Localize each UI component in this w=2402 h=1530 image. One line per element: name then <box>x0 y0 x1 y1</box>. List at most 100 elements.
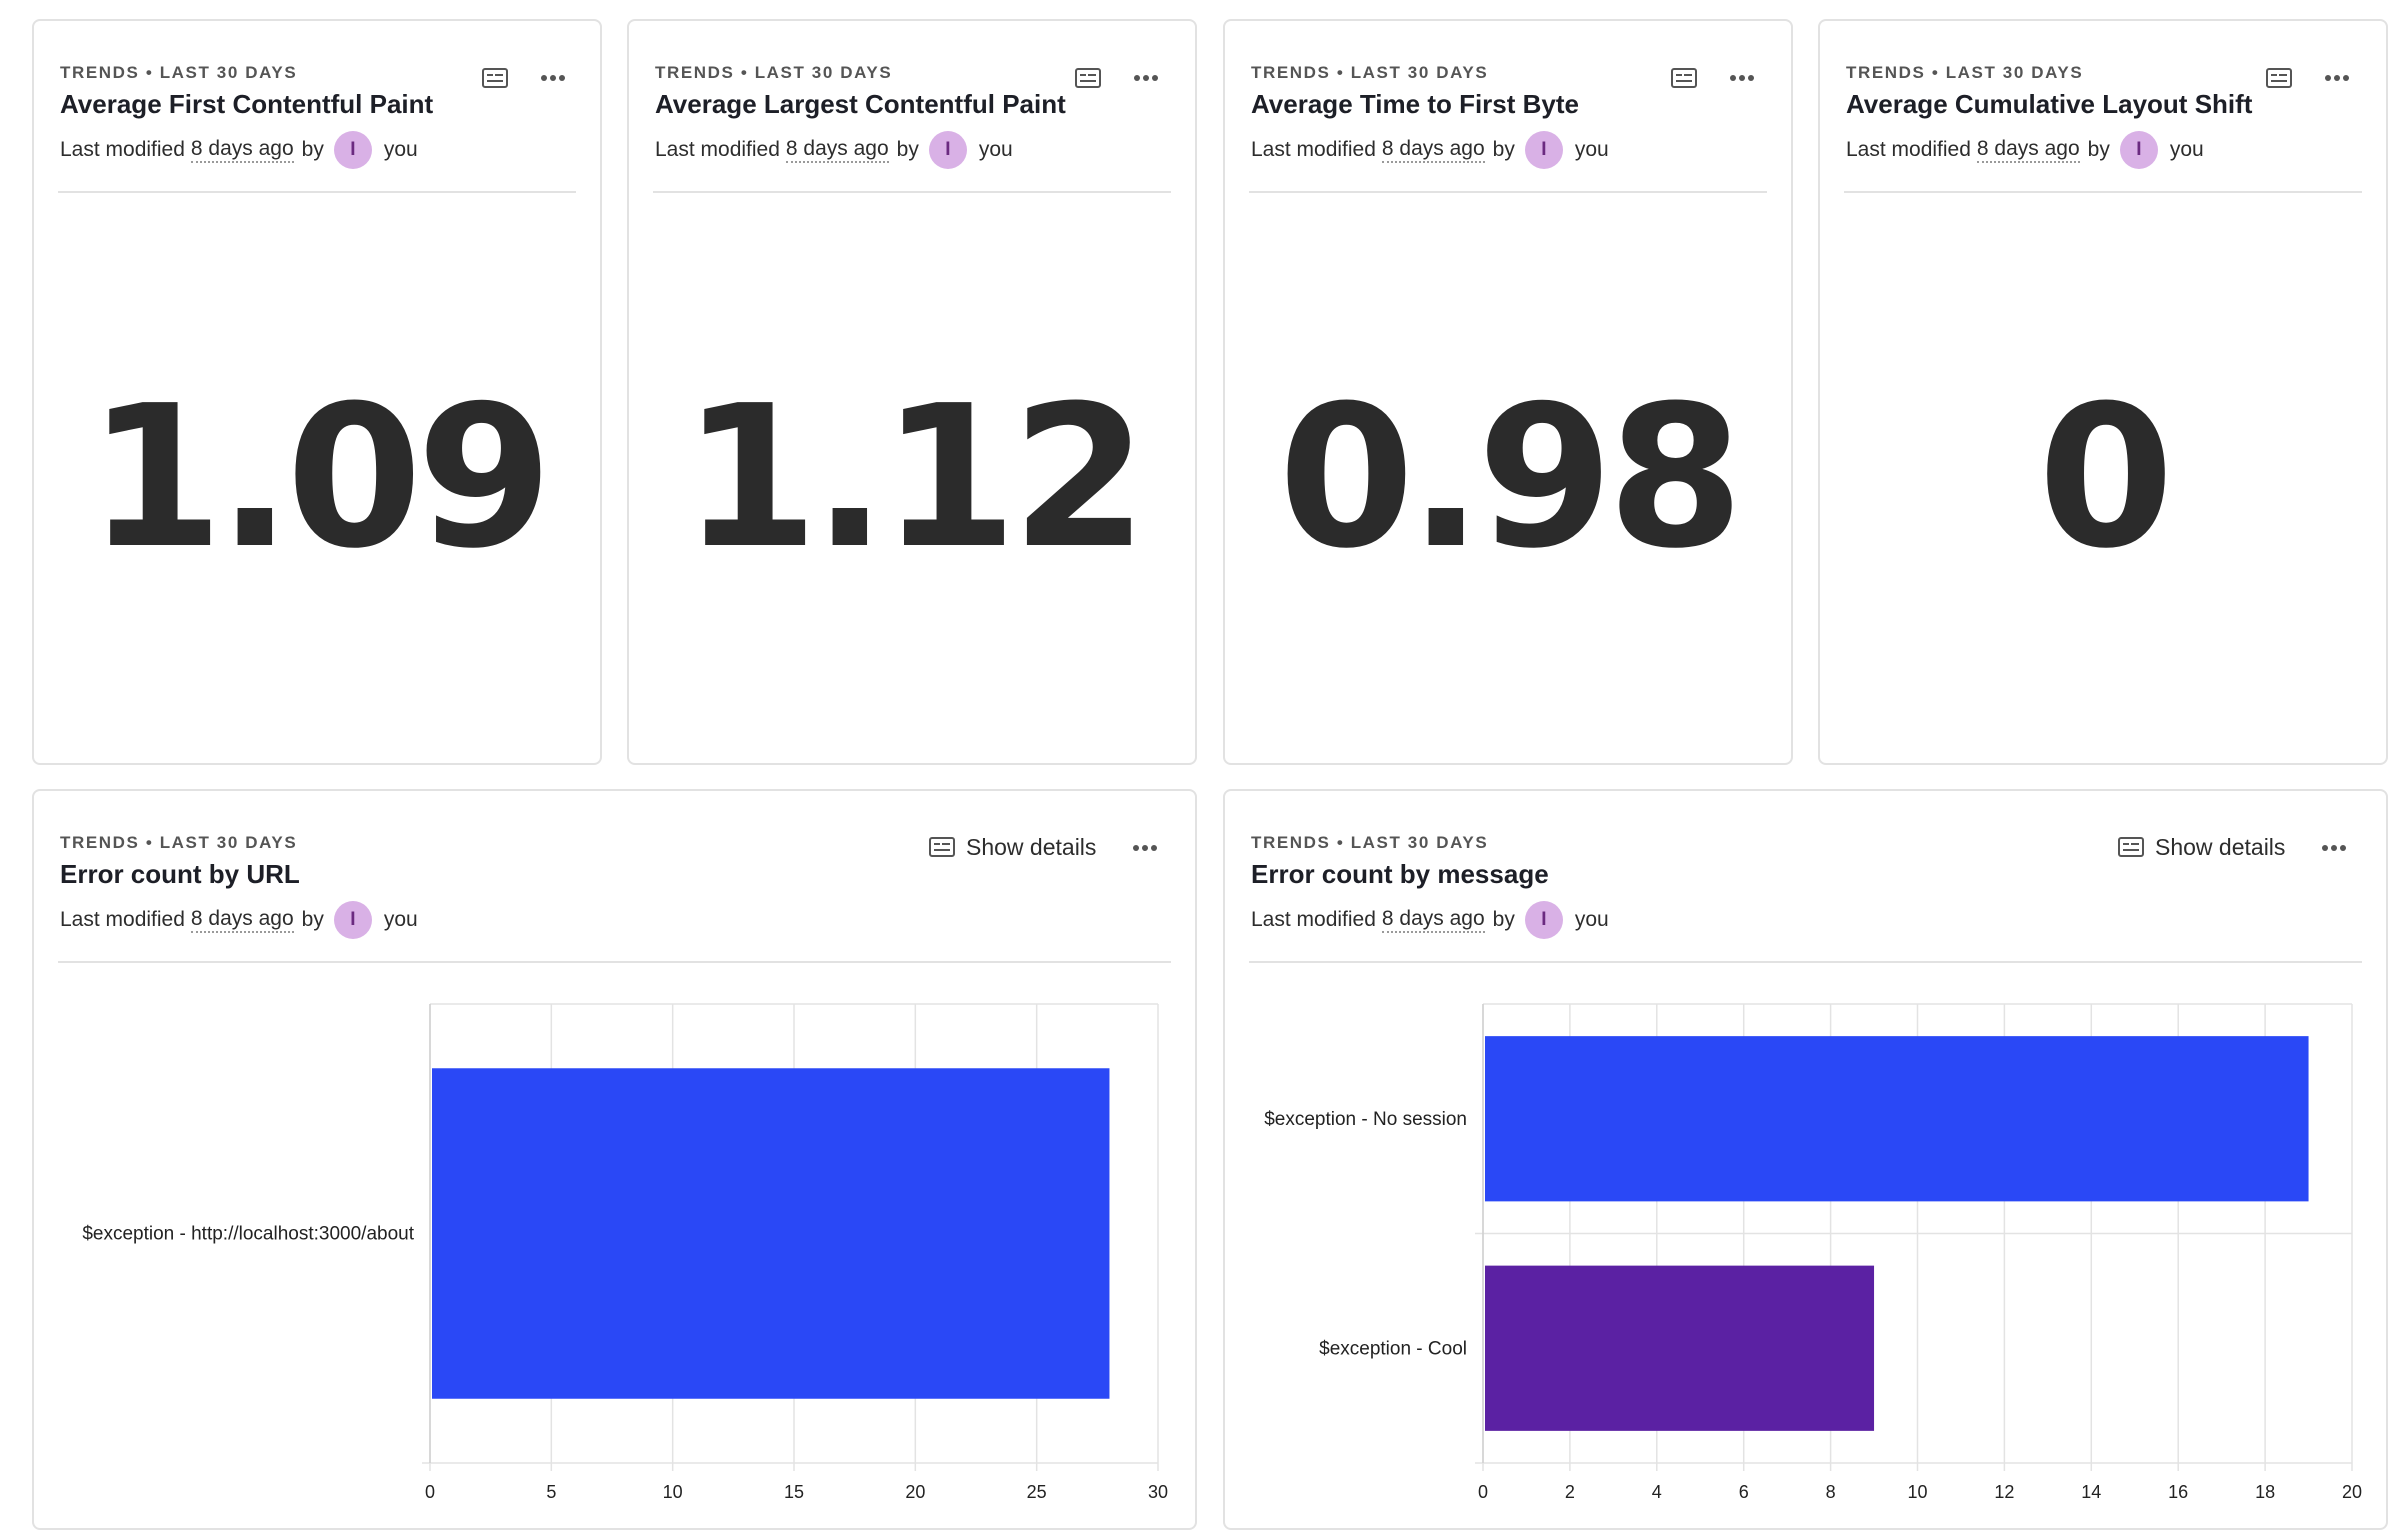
more-icon[interactable] <box>2320 63 2354 93</box>
card-eyebrow: TRENDS • LAST 30 DAYS <box>60 833 298 852</box>
x-tick-label: 0 <box>425 1482 435 1502</box>
bar <box>1485 1036 2309 1202</box>
x-tick-label: 5 <box>546 1482 556 1502</box>
avatar: I <box>333 131 372 169</box>
card-title[interactable]: Average Time to First Byte <box>1251 89 1579 119</box>
x-tick-label: 8 <box>1826 1482 1836 1502</box>
bar-chart: 0 5 10 15 20 25 30 $exception - http://localhos… <box>82 1003 1168 1502</box>
header-divider <box>58 191 576 193</box>
x-tick-label: 20 <box>905 1482 925 1502</box>
meta-ago[interactable]: 8 days ago <box>1381 137 1485 163</box>
card-header: TRENDS • LAST 30 DAYS Average First Cont… <box>34 21 600 193</box>
big-number-value: 1.09 <box>87 364 553 592</box>
card-header: TRENDS • LAST 30 DAYS Show details Error… <box>34 791 1195 963</box>
meta-by: by <box>896 138 919 161</box>
x-tick-label: 25 <box>1027 1482 1047 1502</box>
more-icon[interactable] <box>536 63 570 93</box>
bar-chart-container: 0 2 4 6 8 10 12 14 16 18 20 $exception - No session… <box>1225 963 2386 1528</box>
big-number-value: 0.98 <box>1278 364 1744 592</box>
big-number-value: 0 <box>2037 364 2174 592</box>
meta-ago[interactable]: 8 days ago <box>190 907 294 933</box>
x-tick-label: 30 <box>1148 1482 1168 1502</box>
card-header: TRENDS • LAST 30 DAYS Average Time to Fi… <box>1225 21 1791 193</box>
details-icon <box>2118 837 2144 857</box>
x-tick-label: 6 <box>1739 1482 1749 1502</box>
bar <box>1485 1265 1875 1431</box>
meta-ago[interactable]: 8 days ago <box>785 137 889 163</box>
card-title[interactable]: Average First Contentful Paint <box>60 89 434 119</box>
x-tick-label: 10 <box>1907 1482 1927 1502</box>
details-icon[interactable] <box>1667 63 1701 93</box>
avatar: I <box>333 901 372 939</box>
meta-prefix: Last modified <box>1846 138 1971 161</box>
trend-card-error-by-message: TRENDS • LAST 30 DAYS Show details Error… <box>1223 789 2388 1530</box>
show-details-button[interactable]: Show details <box>928 829 1096 865</box>
more-icon[interactable] <box>1128 833 1162 863</box>
more-icon[interactable] <box>1725 63 1759 93</box>
meta-by: by <box>301 908 324 931</box>
trend-card-error-by-url: TRENDS • LAST 30 DAYS Show details Error… <box>32 789 1197 1530</box>
details-icon[interactable] <box>1071 63 1105 93</box>
card-header: TRENDS • LAST 30 DAYS Average Cumulative… <box>1820 21 2386 193</box>
meta-user: you <box>1574 908 1609 931</box>
header-divider <box>1844 191 2362 193</box>
avatar: I <box>1524 901 1563 939</box>
meta-ago[interactable]: 8 days ago <box>1381 907 1485 933</box>
meta-by: by <box>301 138 324 161</box>
card-eyebrow: TRENDS • LAST 30 DAYS <box>1251 63 1489 82</box>
meta-ago[interactable]: 8 days ago <box>190 137 294 163</box>
meta-user: you <box>383 138 418 161</box>
meta-prefix: Last modified <box>1251 908 1376 931</box>
show-details-label: Show details <box>2155 833 2286 860</box>
trend-card-lcp: TRENDS • LAST 30 DAYS Average Largest Co… <box>627 19 1197 765</box>
meta-by: by <box>1492 908 1515 931</box>
x-tick-label: 12 <box>1994 1482 2014 1502</box>
trend-card-fcp: TRENDS • LAST 30 DAYS Average First Cont… <box>32 19 602 765</box>
card-meta: Last modified 8 days ago by I you <box>60 130 418 170</box>
meta-user: you <box>1574 138 1609 161</box>
card-eyebrow: TRENDS • LAST 30 DAYS <box>1846 63 2084 82</box>
show-details-label: Show details <box>966 833 1097 860</box>
x-tick-label: 16 <box>2168 1482 2188 1502</box>
trend-card-ttfb: TRENDS • LAST 30 DAYS Average Time to Fi… <box>1223 19 1793 765</box>
avatar: I <box>1524 131 1563 169</box>
x-tick-label: 20 <box>2342 1482 2362 1502</box>
trend-card-cls: TRENDS • LAST 30 DAYS Average Cumulative… <box>1818 19 2388 765</box>
card-title[interactable]: Error count by message <box>1251 859 1549 889</box>
x-tick-label: 4 <box>1652 1482 1662 1502</box>
more-icon[interactable] <box>1129 63 1163 93</box>
big-number-value: 1.12 <box>682 364 1148 592</box>
meta-prefix: Last modified <box>60 908 185 931</box>
header-divider <box>1249 961 2362 963</box>
avatar: I <box>928 131 967 169</box>
card-meta: Last modified 8 days ago by I you <box>1846 130 2204 170</box>
more-icon[interactable] <box>2317 833 2351 863</box>
details-icon[interactable] <box>478 63 512 93</box>
card-title[interactable]: Average Largest Contentful Paint <box>655 89 1066 119</box>
meta-by: by <box>1492 138 1515 161</box>
category-label: $exception - No session <box>1264 1109 1467 1130</box>
avatar: I <box>2119 131 2158 169</box>
bar-chart: 0 2 4 6 8 10 12 14 16 18 20 $exception - No session… <box>1264 1003 2362 1502</box>
meta-user: you <box>2169 138 2204 161</box>
meta-prefix: Last modified <box>60 138 185 161</box>
card-meta: Last modified 8 days ago by I you <box>655 130 1013 170</box>
card-meta: Last modified 8 days ago by I you <box>60 900 418 940</box>
x-tick-label: 14 <box>2081 1482 2101 1502</box>
meta-user: you <box>383 908 418 931</box>
details-icon[interactable] <box>2262 63 2296 93</box>
x-tick-label: 2 <box>1565 1482 1575 1502</box>
details-icon <box>929 837 955 857</box>
card-meta: Last modified 8 days ago by I you <box>1251 130 1609 170</box>
card-eyebrow: TRENDS • LAST 30 DAYS <box>655 63 893 82</box>
category-label: $exception - Cool <box>1319 1338 1467 1359</box>
card-meta: Last modified 8 days ago by I you <box>1251 900 1609 940</box>
show-details-button[interactable]: Show details <box>2117 829 2285 865</box>
header-divider <box>58 961 1171 963</box>
bar-chart-container: 0 5 10 15 20 25 30 $exception - http://localhos… <box>34 963 1195 1528</box>
meta-ago[interactable]: 8 days ago <box>1976 137 2080 163</box>
bar <box>432 1068 1110 1399</box>
card-title[interactable]: Average Cumulative Layout Shift <box>1846 89 2253 119</box>
card-eyebrow: TRENDS • LAST 30 DAYS <box>1251 833 1489 852</box>
card-title[interactable]: Error count by URL <box>60 859 300 889</box>
